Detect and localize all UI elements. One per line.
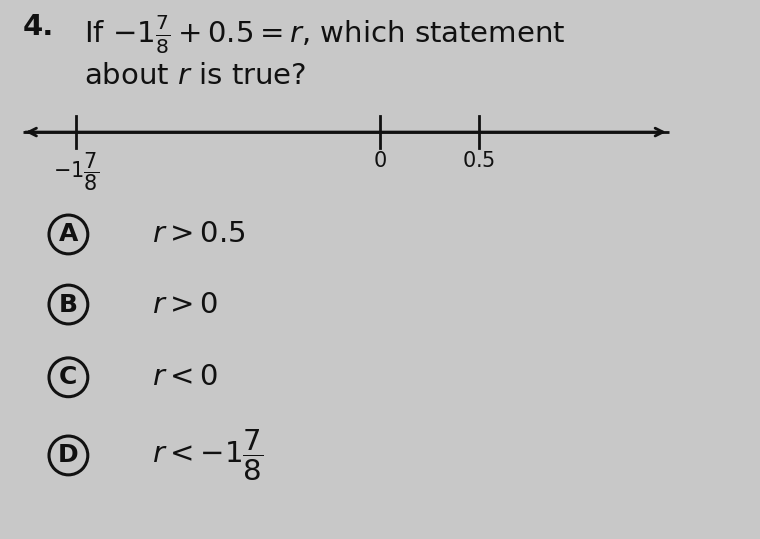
Text: B: B [59,293,78,316]
Text: A: A [59,223,78,246]
Text: $r < -1\dfrac{7}{8}$: $r < -1\dfrac{7}{8}$ [152,428,263,483]
Text: 4.: 4. [23,13,54,42]
Text: If $-1\frac{7}{8} + 0.5 = r$, which statement: If $-1\frac{7}{8} + 0.5 = r$, which stat… [84,13,565,56]
Text: about $r$ is true?: about $r$ is true? [84,62,306,90]
Text: $r > 0$: $r > 0$ [152,291,218,319]
Text: $0$: $0$ [373,151,387,171]
Text: D: D [58,444,79,467]
Text: C: C [59,365,78,389]
Text: $0.5$: $0.5$ [462,151,496,171]
Text: $-1\dfrac{7}{8}$: $-1\dfrac{7}{8}$ [53,151,99,194]
Text: $r < 0$: $r < 0$ [152,363,218,391]
Text: $r > 0.5$: $r > 0.5$ [152,220,245,248]
